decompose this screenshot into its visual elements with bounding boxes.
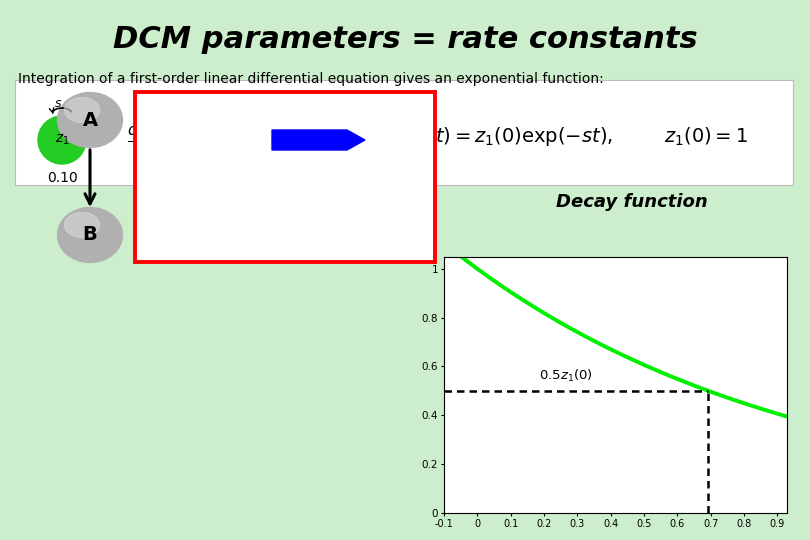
Text: corresponds to 10% of the: corresponds to 10% of the: [148, 174, 396, 192]
Text: If A$\rightarrow$B is 0.10 s$^{-1}$ this: If A$\rightarrow$B is 0.10 s$^{-1}$ this: [148, 108, 357, 128]
Text: DCM parameters = rate constants: DCM parameters = rate constants: [113, 25, 697, 54]
Circle shape: [38, 116, 86, 164]
Text: $z_1(t) = z_1(0)\exp(-st),$: $z_1(t) = z_1(0)\exp(-st),$: [407, 125, 612, 148]
Text: B: B: [83, 226, 97, 245]
Text: means that, per unit time,: means that, per unit time,: [148, 130, 395, 148]
Text: $\tau = \ln 2 / s$: $\tau = \ln 2 / s$: [595, 483, 669, 502]
Text: the increase in activity in B: the increase in activity in B: [148, 152, 404, 170]
FancyBboxPatch shape: [135, 92, 435, 262]
Text: activity in A: activity in A: [148, 196, 260, 214]
Text: Integration of a first-order linear differential equation gives an exponential f: Integration of a first-order linear diff…: [18, 72, 603, 86]
Text: $\frac{dz_1}{dt} = -sz_1$: $\frac{dz_1}{dt} = -sz_1$: [127, 122, 243, 159]
FancyArrow shape: [272, 130, 365, 150]
Text: $0.5z_1(0)$: $0.5z_1(0)$: [539, 367, 593, 383]
Ellipse shape: [65, 213, 100, 238]
Text: $z_1(0) = 1$: $z_1(0) = 1$: [664, 126, 748, 148]
Ellipse shape: [58, 92, 122, 147]
Text: A: A: [83, 111, 97, 130]
Ellipse shape: [65, 98, 100, 123]
Text: $z_1$: $z_1$: [55, 133, 70, 147]
FancyBboxPatch shape: [15, 80, 793, 185]
Ellipse shape: [58, 207, 122, 262]
Text: $s$: $s$: [54, 97, 62, 110]
Text: Decay function: Decay function: [556, 193, 708, 211]
Text: 0.10: 0.10: [47, 171, 78, 185]
